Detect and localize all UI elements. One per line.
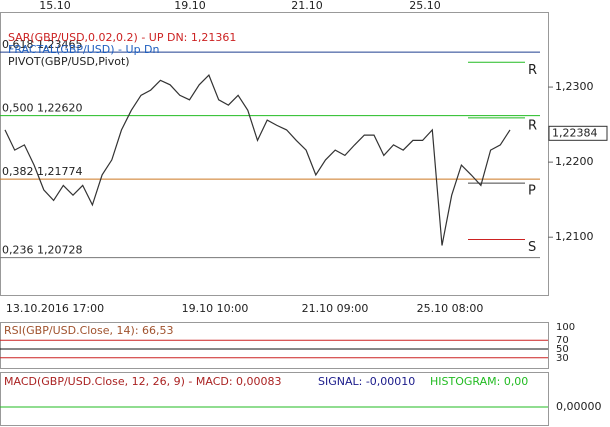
pivot-label: R — [528, 118, 537, 133]
x-tick-label: 25.10 08:00 — [417, 302, 484, 315]
fibo-label: 0,618 1,23465 — [2, 38, 82, 51]
rsi-tick-label: 50 — [556, 344, 569, 355]
top-date: 21.10 — [291, 0, 323, 12]
rsi-tick-label: 30 — [556, 353, 569, 364]
y-tick-label: 1,2100 — [555, 230, 594, 243]
pivot-label: S — [528, 240, 536, 255]
rsi-title: RSI(GBP/USD.Close, 14): 66,53 — [4, 324, 174, 337]
fibo-label: 0,500 1,22620 — [2, 102, 82, 115]
fibo-label: 0,382 1,21774 — [2, 165, 82, 178]
pivot-label: P — [528, 184, 536, 199]
macd-signal: SIGNAL: -0,00010 — [318, 375, 415, 388]
top-date: 25.10 — [409, 0, 441, 12]
rsi-tick-label: 100 — [556, 322, 575, 333]
x-tick-label: 13.10.2016 17:00 — [6, 302, 104, 315]
x-tick-label: 21.10 09:00 — [302, 302, 369, 315]
macd-panel — [0, 372, 549, 426]
legend-entry: PIVOT(GBP/USD,Pivot) — [8, 55, 130, 68]
main-panel — [0, 12, 549, 296]
price-line — [4, 74, 511, 246]
y-tick-label: 1,2200 — [555, 155, 594, 168]
top-date: 15.10 — [39, 0, 71, 12]
top-date: 19.10 — [174, 0, 206, 12]
macd-tick-label: 0,00000 — [556, 400, 602, 413]
last-price-label: 1,22384 — [552, 126, 598, 139]
legend-entry: SAR(GBP/USD,0.02,0.2) - UP DN: 1,21361 — [8, 31, 236, 44]
rsi-tick-label: 70 — [556, 335, 569, 346]
x-tick-label: 19.10 10:00 — [182, 302, 249, 315]
macd-title: MACD(GBP/USD.Close, 12, 26, 9) - MACD: 0… — [4, 375, 282, 388]
rsi-panel — [0, 322, 549, 369]
fibo-label: 0,236 1,20728 — [2, 244, 82, 257]
last-price-box — [548, 125, 608, 141]
legend-entry: FRACTAL(GBP/USD) - Up Dn — [8, 43, 160, 56]
macd-histogram: HISTOGRAM: 0,00 — [430, 375, 528, 388]
y-tick-label: 1,2300 — [555, 80, 594, 93]
pivot-label: R — [528, 63, 537, 78]
